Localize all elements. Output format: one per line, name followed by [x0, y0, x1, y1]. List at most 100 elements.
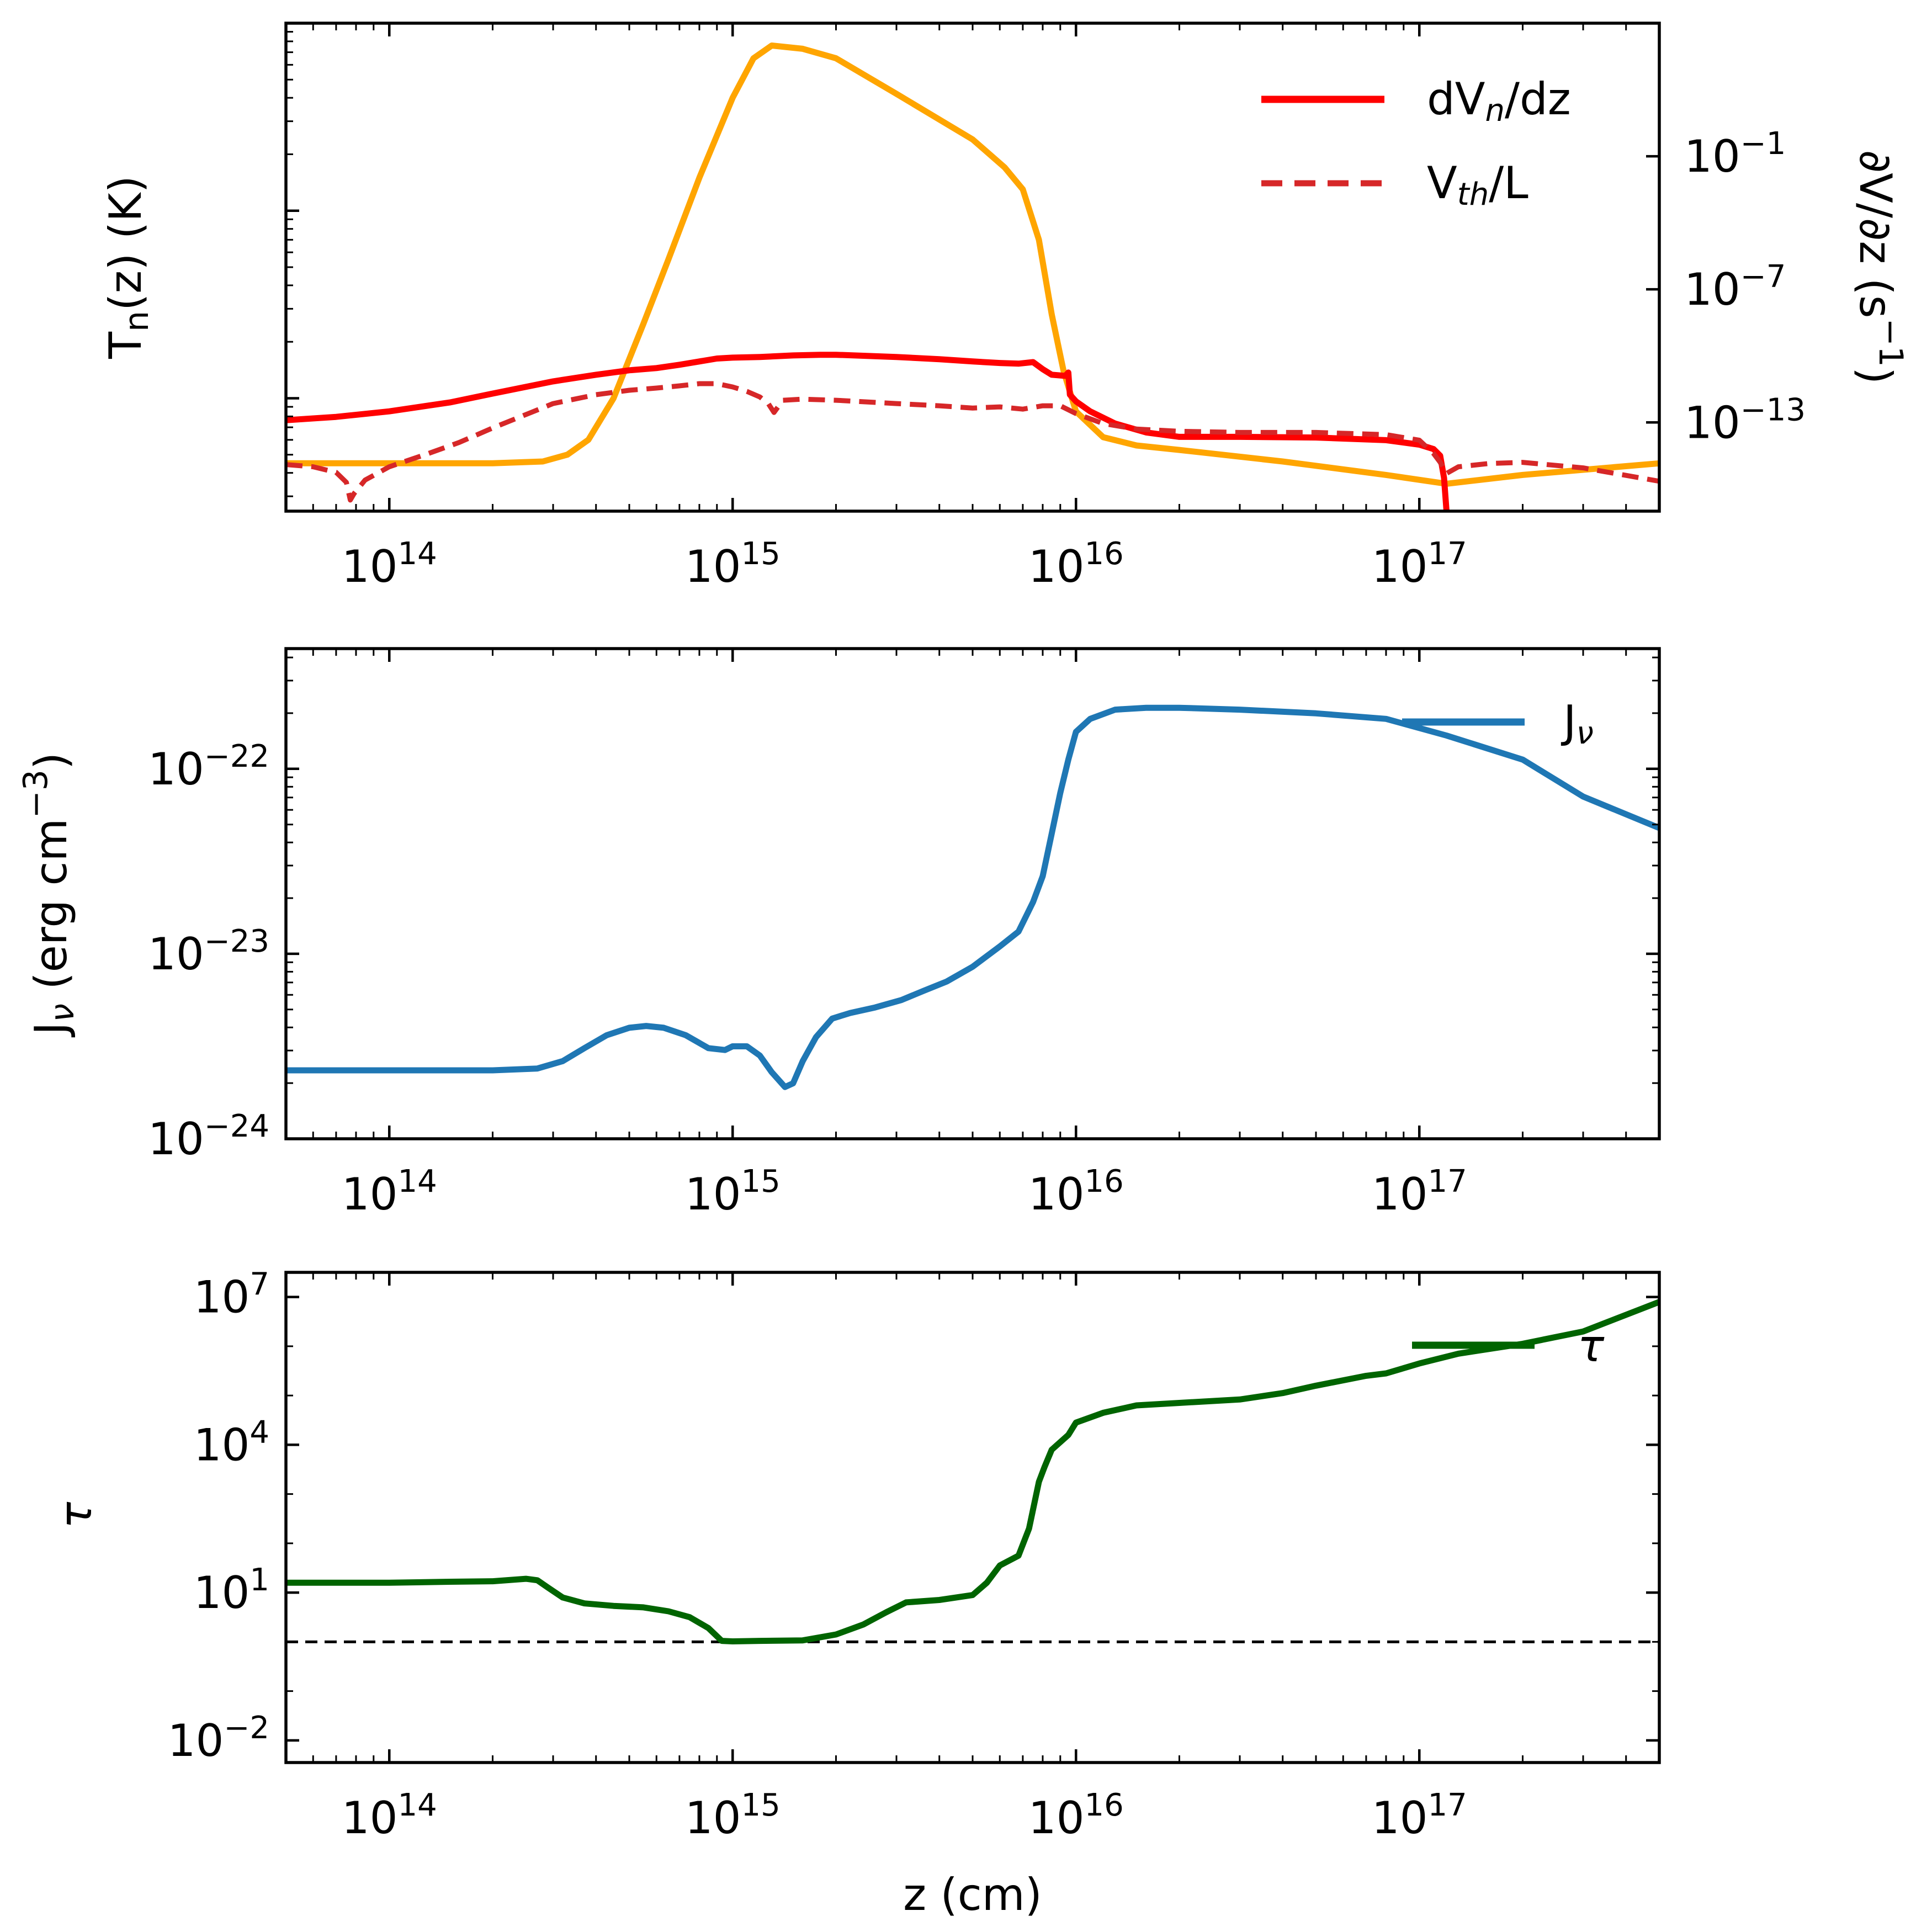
middle-xtick-label-exp: 14 — [398, 1164, 437, 1199]
bottom-ytick-label-exp: 1 — [250, 1562, 269, 1598]
top-left-axis-label-main: T — [100, 331, 151, 359]
top-right-ytick-label-base: 10 — [1684, 131, 1740, 182]
middle-xtick-label: 1016 — [1028, 1164, 1124, 1220]
middle-xtick-label-base: 10 — [1028, 1169, 1085, 1220]
series-v-th-l — [286, 381, 1659, 503]
bottom-ytick-label: 107 — [194, 1266, 269, 1323]
bottom-xtick-label-base: 10 — [1028, 1792, 1085, 1844]
bottom-xtick-label-base: 10 — [685, 1792, 741, 1844]
bottom-x-axis-label: z (cm) — [903, 1869, 1042, 1920]
series-dv-n-dz — [286, 352, 1450, 511]
legend-label-vth-sub: th — [1457, 177, 1489, 213]
legend-label-jv: Jν — [1561, 696, 1594, 751]
bottom-ytick-label-base: 10 — [168, 1715, 224, 1766]
top-right-tick-labels: 10−110−710−13 — [1684, 126, 1806, 449]
middle-y-axis-label-sup: −3 — [17, 769, 55, 818]
top-right-ytick-label-base: 10 — [1684, 264, 1740, 315]
middle-xtick-label: 1014 — [342, 1164, 437, 1220]
top-left-axis-label: Tn(z) (K) — [100, 176, 156, 359]
bottom-legend: τ — [1412, 1320, 1605, 1372]
legend-label-tau: τ — [1578, 1320, 1605, 1372]
middle-xtick-label-exp: 17 — [1428, 1164, 1467, 1199]
middle-xtick-label-exp: 15 — [741, 1164, 781, 1199]
middle-y-axis-label-sub: ν — [43, 1004, 82, 1022]
middle-xtick-label-exp: 16 — [1085, 1164, 1124, 1199]
middle-xtick-label-base: 10 — [342, 1169, 398, 1220]
middle-ytick-label: 10−24 — [148, 1108, 269, 1165]
top-xtick-label-base: 10 — [1028, 541, 1085, 592]
top-xtick-label-base: 10 — [342, 541, 398, 592]
bottom-ticks-layer — [285, 1272, 1660, 1763]
bottom-y-axis-label: τ — [50, 1501, 102, 1528]
bottom-xtick-label-exp: 15 — [741, 1787, 781, 1823]
bottom-xtick-label-base: 10 — [1372, 1792, 1428, 1844]
middle-legend: Jν — [1402, 696, 1594, 751]
series-tau — [286, 1299, 1660, 1644]
bottom-xtick-label: 1016 — [1028, 1787, 1124, 1844]
legend-label-jv-sub: ν — [1577, 715, 1594, 751]
middle-y-axis-label: Jν (erg cm−3) — [17, 752, 82, 1038]
middle-y-axis-label-close: ) — [25, 752, 77, 769]
top-right-ytick-label: 10−13 — [1684, 392, 1806, 449]
bottom-ytick-label-base: 10 — [194, 1419, 250, 1471]
middle-ytick-label-exp: −24 — [204, 1108, 269, 1144]
middle-y-axis-label-main: J — [25, 1022, 77, 1038]
middle-ytick-label-exp: −23 — [204, 923, 269, 959]
middle-x-tick-labels: 1014 1015 1016 1017 — [342, 1164, 1467, 1220]
bottom-ytick-label: 104 — [194, 1414, 269, 1471]
bottom-ytick-label-exp: −2 — [224, 1710, 269, 1745]
top-xtick-label: 1014 — [342, 536, 437, 593]
legend-label-dvdz: dVn/dz — [1427, 73, 1571, 129]
legend-label-vth-rest: /L — [1489, 157, 1528, 209]
bottom-xtick-label: 1015 — [685, 1787, 781, 1844]
top-xtick-label-exp: 14 — [398, 536, 437, 572]
bottom-xtick-label-base: 10 — [342, 1792, 398, 1844]
top-right-ytick-label-exp: −13 — [1740, 392, 1806, 428]
bottom-xtick-label-exp: 14 — [398, 1787, 437, 1823]
top-xtick-label-exp: 15 — [741, 536, 781, 572]
middle-axes-frame — [284, 647, 1661, 1140]
top-right-ytick-label: 10−1 — [1684, 126, 1786, 183]
bottom-xtick-label-exp: 17 — [1428, 1787, 1467, 1823]
top-right-ytick-label: 10−7 — [1684, 259, 1786, 316]
legend-label-dvdz-main: dV — [1427, 73, 1485, 125]
bottom-ytick-label: 10−2 — [168, 1710, 269, 1766]
middle-ytick-label-base: 10 — [148, 928, 204, 980]
bottom-ytick-label-exp: 7 — [250, 1266, 269, 1302]
top-axes-frame — [284, 22, 1661, 513]
top-left-axis-label-rest: (z) (K) — [100, 176, 151, 311]
legend-label-vth-main: V — [1427, 157, 1457, 209]
top-right-axis-label-sup: −1 — [1871, 319, 1910, 367]
bottom-series-layer — [286, 1299, 1660, 1644]
top-right-axis-label-rest: ) — [1850, 367, 1901, 384]
series-j-v — [286, 704, 1661, 1090]
middle-xtick-label: 1017 — [1372, 1164, 1467, 1220]
middle-xtick-label-base: 10 — [685, 1169, 741, 1220]
middle-ytick-label: 10−23 — [148, 923, 269, 980]
top-xtick-label: 1017 — [1372, 536, 1467, 593]
top-series-layer — [286, 43, 1659, 511]
bottom-x-tick-labels: 1014 1015 1016 1017 — [342, 1787, 1467, 1844]
middle-ytick-label-exp: −22 — [204, 738, 269, 774]
top-right-axis-label: ∂V/∂z (s−1) — [1850, 150, 1910, 384]
top-xtick-label-exp: 16 — [1085, 536, 1124, 572]
top-xtick-label: 1015 — [685, 536, 781, 593]
bottom-axes-frame — [284, 1271, 1661, 1764]
top-xtick-label-base: 10 — [1372, 541, 1428, 592]
bottom-ytick-label-exp: 4 — [250, 1414, 269, 1450]
top-x-tick-labels: 1014 1015 1016 1017 — [342, 536, 1467, 593]
bottom-ytick-label: 101 — [194, 1562, 269, 1619]
middle-y-axis-label-rest: (erg cm — [25, 819, 77, 1004]
top-right-ytick-label-exp: −7 — [1740, 259, 1786, 295]
middle-ytick-label-base: 10 — [148, 744, 204, 795]
top-right-ytick-label-exp: −1 — [1740, 126, 1786, 162]
legend-label-dvdz-sub: n — [1485, 93, 1505, 129]
top-legend: dVn/dz Vth/L — [1261, 73, 1571, 213]
